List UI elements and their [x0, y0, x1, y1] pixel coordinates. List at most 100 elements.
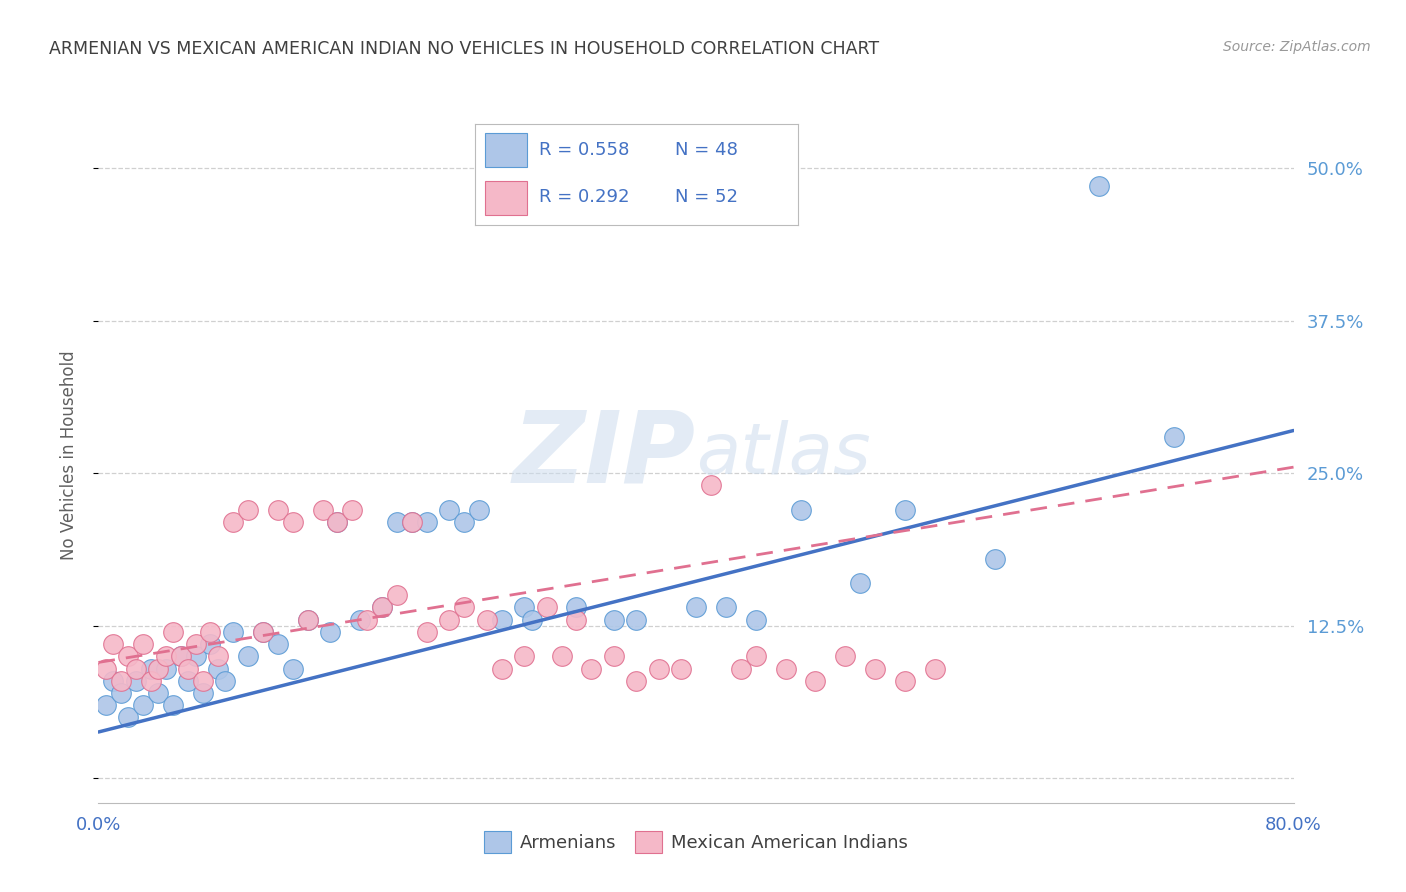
- Point: [326, 515, 349, 529]
- Point: [453, 600, 475, 615]
- Y-axis label: No Vehicles in Household: No Vehicles in Household: [59, 350, 77, 560]
- Point: [236, 503, 259, 517]
- Point: [177, 673, 200, 688]
- Point: [311, 503, 333, 517]
- Point: [326, 515, 349, 529]
- Point: [416, 515, 439, 529]
- Text: R = 0.292: R = 0.292: [540, 188, 630, 206]
- Point: [491, 613, 513, 627]
- Point: [169, 649, 191, 664]
- Point: [110, 686, 132, 700]
- Text: Source: ZipAtlas.com: Source: ZipAtlas.com: [1223, 40, 1371, 54]
- Point: [491, 661, 513, 675]
- Point: [267, 637, 290, 651]
- Point: [103, 673, 125, 688]
- Point: [565, 600, 588, 615]
- Point: [385, 515, 409, 529]
- Point: [1088, 179, 1111, 194]
- Point: [401, 515, 423, 529]
- Point: [453, 515, 475, 529]
- FancyBboxPatch shape: [485, 133, 526, 167]
- Point: [110, 673, 132, 688]
- Point: [700, 478, 723, 492]
- Point: [416, 624, 439, 639]
- Point: [520, 613, 543, 627]
- Point: [267, 503, 290, 517]
- Point: [319, 624, 342, 639]
- Point: [789, 503, 811, 517]
- Point: [132, 698, 155, 713]
- Point: [356, 613, 378, 627]
- Legend: Armenians, Mexican American Indians: Armenians, Mexican American Indians: [477, 823, 915, 860]
- Point: [139, 661, 162, 675]
- Point: [207, 649, 229, 664]
- Point: [984, 551, 1007, 566]
- Point: [125, 661, 148, 675]
- Point: [297, 613, 319, 627]
- Point: [475, 613, 498, 627]
- Point: [804, 673, 827, 688]
- Point: [685, 600, 707, 615]
- Point: [439, 503, 461, 517]
- Point: [894, 503, 917, 517]
- Point: [281, 661, 304, 675]
- Point: [647, 661, 669, 675]
- Point: [184, 649, 207, 664]
- Point: [730, 661, 752, 675]
- Point: [371, 600, 394, 615]
- Point: [214, 673, 236, 688]
- Point: [669, 661, 692, 675]
- Point: [626, 673, 648, 688]
- Point: [191, 686, 214, 700]
- Point: [297, 613, 319, 627]
- Point: [236, 649, 259, 664]
- Point: [207, 661, 229, 675]
- Point: [565, 613, 588, 627]
- Point: [342, 503, 364, 517]
- Point: [513, 649, 536, 664]
- Point: [94, 661, 117, 675]
- Point: [536, 600, 558, 615]
- Point: [371, 600, 394, 615]
- Point: [103, 637, 125, 651]
- Point: [162, 698, 184, 713]
- Point: [132, 637, 155, 651]
- Point: [626, 613, 648, 627]
- Text: N = 52: N = 52: [675, 188, 738, 206]
- Text: ARMENIAN VS MEXICAN AMERICAN INDIAN NO VEHICLES IN HOUSEHOLD CORRELATION CHART: ARMENIAN VS MEXICAN AMERICAN INDIAN NO V…: [49, 40, 879, 58]
- Point: [603, 613, 626, 627]
- Point: [148, 661, 170, 675]
- Point: [849, 576, 872, 591]
- Point: [1163, 429, 1185, 443]
- Point: [581, 661, 603, 675]
- Text: R = 0.558: R = 0.558: [540, 141, 630, 159]
- Point: [550, 649, 572, 664]
- Point: [603, 649, 626, 664]
- Point: [184, 637, 207, 651]
- Point: [401, 515, 423, 529]
- Point: [385, 588, 409, 602]
- Point: [894, 673, 917, 688]
- Point: [155, 661, 177, 675]
- Point: [468, 503, 491, 517]
- Point: [834, 649, 856, 664]
- Point: [745, 613, 768, 627]
- Point: [94, 698, 117, 713]
- Point: [125, 673, 148, 688]
- Point: [439, 613, 461, 627]
- Point: [155, 649, 177, 664]
- Point: [117, 649, 139, 664]
- Point: [162, 624, 184, 639]
- Point: [169, 649, 191, 664]
- Point: [349, 613, 371, 627]
- FancyBboxPatch shape: [485, 181, 526, 215]
- Point: [200, 624, 222, 639]
- Point: [139, 673, 162, 688]
- Point: [924, 661, 946, 675]
- Point: [191, 673, 214, 688]
- Point: [117, 710, 139, 724]
- Point: [714, 600, 737, 615]
- Point: [222, 515, 245, 529]
- Point: [177, 661, 200, 675]
- Text: ZIP: ZIP: [513, 407, 696, 503]
